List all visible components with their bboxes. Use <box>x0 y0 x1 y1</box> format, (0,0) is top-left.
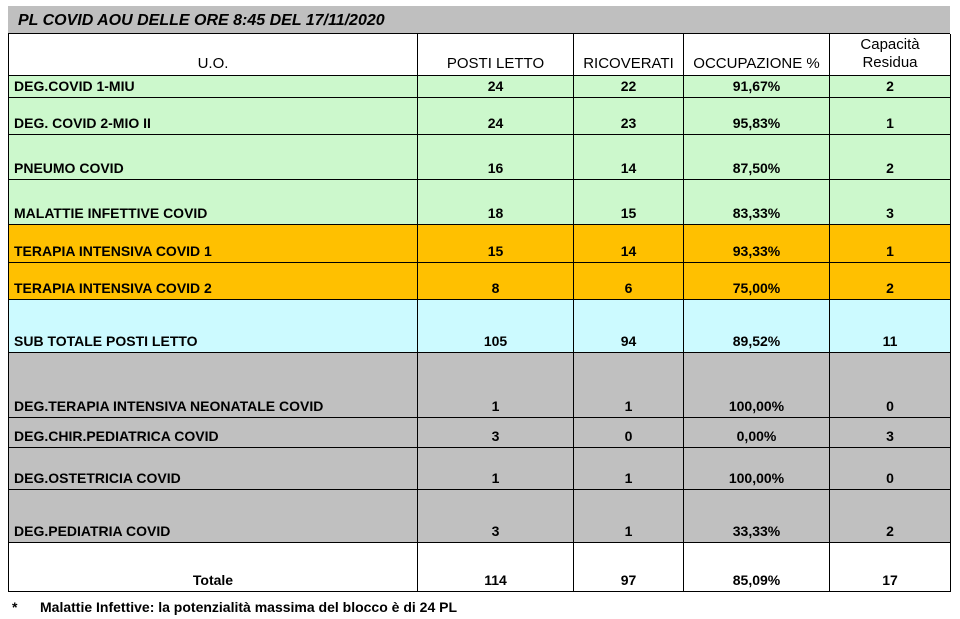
uo-cell: Totale <box>9 543 418 592</box>
capacita-cell: 2 <box>830 263 951 300</box>
header-occupazione: OCCUPAZIONE % <box>684 34 830 76</box>
capacita-cell: 3 <box>830 418 951 448</box>
posti-letto-cell: 8 <box>418 263 574 300</box>
occupazione-cell: 33,33% <box>684 490 830 543</box>
uo-cell: SUB TOTALE POSTI LETTO <box>9 300 418 353</box>
capacita-cell: 1 <box>830 225 951 263</box>
capacita-cell: 3 <box>830 180 951 225</box>
header-capacita-label: Capacità Residua <box>860 35 920 72</box>
posti-letto-cell: 24 <box>418 98 574 135</box>
posti-letto-cell: 3 <box>418 418 574 448</box>
ricoverati-cell: 23 <box>574 98 684 135</box>
uo-cell: DEG.OSTETRICIA COVID <box>9 448 418 490</box>
posti-letto-cell: 3 <box>418 490 574 543</box>
uo-cell: DEG.COVID 1-MIU <box>9 76 418 98</box>
header-capacita-residua: Capacità Residua <box>830 34 951 76</box>
header-uo: U.O. <box>9 34 418 76</box>
posti-letto-cell: 1 <box>418 353 574 418</box>
header-posti-letto: POSTI LETTO <box>418 34 574 76</box>
header-ricoverati: RICOVERATI <box>574 34 684 76</box>
footnote-text: Malattie Infettive: la potenzialità mass… <box>40 599 458 615</box>
occupazione-cell: 87,50% <box>684 135 830 180</box>
footnote: * Malattie Infettive: la potenzialità ma… <box>8 599 960 615</box>
uo-cell: DEG.TERAPIA INTENSIVA NEONATALE COVID <box>9 353 418 418</box>
posti-letto-cell: 18 <box>418 180 574 225</box>
posti-letto-cell: 24 <box>418 76 574 98</box>
capacita-cell: 2 <box>830 490 951 543</box>
posti-letto-cell: 15 <box>418 225 574 263</box>
posti-letto-cell: 1 <box>418 448 574 490</box>
posti-letto-cell: 114 <box>418 543 574 592</box>
ricoverati-cell: 15 <box>574 180 684 225</box>
uo-cell: MALATTIE INFETTIVE COVID <box>9 180 418 225</box>
posti-letto-cell: 16 <box>418 135 574 180</box>
occupazione-cell: 91,67% <box>684 76 830 98</box>
capacita-cell: 11 <box>830 300 951 353</box>
uo-cell: TERAPIA INTENSIVA COVID 2 <box>9 263 418 300</box>
uo-cell: TERAPIA INTENSIVA COVID 1 <box>9 225 418 263</box>
ricoverati-cell: 1 <box>574 490 684 543</box>
occupazione-cell: 95,83% <box>684 98 830 135</box>
occupazione-cell: 89,52% <box>684 300 830 353</box>
occupazione-cell: 100,00% <box>684 353 830 418</box>
footnote-asterisk: * <box>12 599 18 615</box>
report-title: PL COVID AOU DELLE ORE 8:45 DEL 17/11/20… <box>18 12 385 29</box>
ricoverati-cell: 22 <box>574 76 684 98</box>
occupazione-cell: 0,00% <box>684 418 830 448</box>
capacita-cell: 2 <box>830 135 951 180</box>
occupazione-cell: 100,00% <box>684 448 830 490</box>
capacita-cell: 0 <box>830 353 951 418</box>
ricoverati-cell: 1 <box>574 353 684 418</box>
ricoverati-cell: 97 <box>574 543 684 592</box>
occupazione-cell: 83,33% <box>684 180 830 225</box>
occupazione-cell: 93,33% <box>684 225 830 263</box>
uo-cell: PNEUMO COVID <box>9 135 418 180</box>
report-title-bar: PL COVID AOU DELLE ORE 8:45 DEL 17/11/20… <box>8 6 950 34</box>
capacita-cell: 0 <box>830 448 951 490</box>
ricoverati-cell: 0 <box>574 418 684 448</box>
occupazione-cell: 85,09% <box>684 543 830 592</box>
occupazione-cell: 75,00% <box>684 263 830 300</box>
beds-table: U.O. POSTI LETTO RICOVERATI OCCUPAZIONE … <box>8 34 951 592</box>
uo-cell: DEG.CHIR.PEDIATRICA COVID <box>9 418 418 448</box>
ricoverati-cell: 14 <box>574 135 684 180</box>
capacita-cell: 1 <box>830 98 951 135</box>
capacita-cell: 17 <box>830 543 951 592</box>
capacita-cell: 2 <box>830 76 951 98</box>
posti-letto-cell: 105 <box>418 300 574 353</box>
uo-cell: DEG.PEDIATRIA COVID <box>9 490 418 543</box>
ricoverati-cell: 1 <box>574 448 684 490</box>
ricoverati-cell: 14 <box>574 225 684 263</box>
uo-cell: DEG. COVID 2-MIO II <box>9 98 418 135</box>
ricoverati-cell: 6 <box>574 263 684 300</box>
ricoverati-cell: 94 <box>574 300 684 353</box>
